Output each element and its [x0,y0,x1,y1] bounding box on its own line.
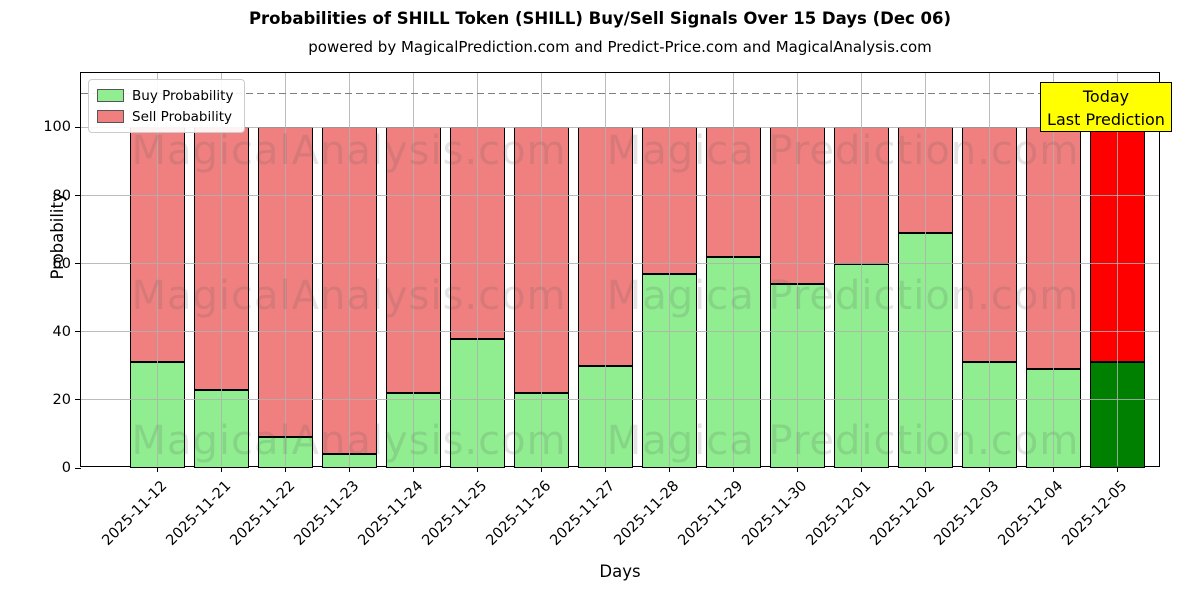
x-tick-mark [1052,466,1054,472]
watermark-analysis: MagicalAnalysis.com [131,418,567,464]
y-tick-mark [75,467,81,469]
watermark-prediction: Magica Prediction.com [606,273,1080,319]
v-gridline [924,73,926,466]
v-gridline [1052,73,1054,466]
legend-item-buy: Buy Probability [97,85,235,106]
v-gridline [860,73,862,466]
x-tick-mark [732,466,734,472]
v-gridline [284,73,286,466]
y-tick-label: 0 [61,460,71,476]
y-tick-mark [75,195,81,197]
threshold-line [81,92,1159,95]
y-tick-label: 20 [52,391,71,408]
x-tick-mark [348,466,350,472]
x-tick-mark [220,466,222,472]
x-tick-mark [284,466,286,472]
v-gridline [732,73,734,466]
h-gridline [81,399,1159,401]
x-tick-mark [540,466,542,472]
sell-swatch-icon [97,110,124,123]
y-tick-label: 100 [43,119,71,136]
chart-subtitle: powered by MagicalPrediction.com and Pre… [308,38,932,56]
legend-label-buy: Buy Probability [132,87,234,104]
h-gridline [81,331,1159,333]
y-tick-mark [75,126,81,128]
x-tick-mark [604,466,606,472]
plot-area: 0 20 40 60 80 100 2025-11-12 2025-11-21 2025-11-… [43,72,1160,549]
watermark-prediction: Magica Prediction.com [606,128,1080,174]
v-gridline [796,73,798,466]
legend: Buy Probability Sell Probability [88,79,245,133]
chart-title: Probabilities of SHILL Token (SHILL) Buy… [248,9,952,28]
legend-label-sell: Sell Probability [132,108,233,125]
buy-swatch-icon [97,89,124,102]
y-tick-label: 80 [52,187,71,204]
x-axis-label: Days [599,562,641,581]
y-axis-label: Probability [48,192,68,280]
x-tick-mark [988,466,990,472]
y-tick-mark [75,399,81,401]
v-gridline [220,73,222,466]
x-tick-mark [1116,466,1118,472]
x-tick-mark [796,466,798,472]
watermark-analysis: MagicalAnalysis.com [131,128,567,174]
y-tick-label: 40 [52,323,71,340]
h-gridline [81,126,1159,128]
v-gridline [412,73,414,466]
y-tick-mark [75,263,81,265]
watermark-analysis: MagicalAnalysis.com [131,273,567,319]
x-tick-mark [476,466,478,472]
v-gridline [668,73,670,466]
h-gridline [81,195,1159,197]
v-gridline [156,73,158,466]
v-gridline [476,73,478,466]
x-tick-mark [412,466,414,472]
y-tick-label: 60 [52,255,71,272]
x-tick-mark [668,466,670,472]
v-gridline [1116,73,1118,466]
watermark-prediction: Magica Prediction.com [606,418,1080,464]
h-gridline [81,263,1159,265]
today-annotation-line2: Last Prediction [1047,110,1165,129]
legend-item-sell: Sell Probability [97,106,235,127]
v-gridline [988,73,990,466]
v-gridline [540,73,542,466]
v-gridline [604,73,606,466]
x-tick-mark [156,466,158,472]
today-annotation-line1: Today [1082,87,1130,106]
y-tick-mark [75,331,81,333]
x-tick-mark [860,466,862,472]
today-annotation: Today Last Prediction [1040,82,1172,132]
v-gridline [348,73,350,466]
x-tick-mark [924,466,926,472]
